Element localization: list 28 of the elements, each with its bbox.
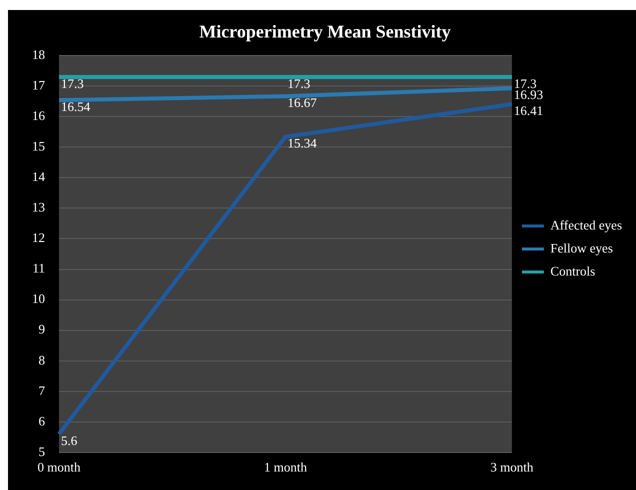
chart-title: Microperimetry Mean Senstivity: [199, 21, 451, 42]
x-tick-label: 0 month: [38, 460, 81, 475]
y-tick-label: 13: [32, 200, 45, 215]
data-label: 16.54: [61, 99, 91, 114]
x-tick-label: 3 month: [490, 460, 534, 475]
y-tick-label: 12: [32, 230, 45, 246]
y-tick-label: 11: [32, 260, 45, 276]
y-tick-label: 18: [32, 47, 45, 62]
data-label: 5.6: [61, 433, 78, 448]
data-label: 16.41: [514, 103, 544, 118]
y-tick-label: 5: [38, 444, 45, 459]
y-tick-label: 7: [38, 382, 46, 398]
y-tick-label: 8: [38, 352, 45, 368]
y-tick-label: 15: [32, 138, 45, 154]
y-tick-label: 16: [32, 108, 46, 124]
data-label: 16.67: [287, 95, 318, 110]
y-tick-label: 10: [32, 291, 45, 306]
y-tick-label: 17: [32, 78, 46, 93]
data-label: 15.34: [287, 136, 318, 151]
data-label: 17.3: [287, 76, 310, 91]
legend-label: Fellow eyes: [550, 240, 613, 256]
legend-label: Affected eyes: [550, 217, 622, 232]
x-tick-label: 1 month: [264, 460, 308, 475]
legend-label: Controls: [550, 263, 596, 278]
y-tick-label: 14: [32, 169, 46, 184]
y-tick-label: 9: [38, 322, 45, 337]
data-label: 17.3: [61, 76, 84, 91]
y-tick-label: 6: [38, 413, 46, 428]
